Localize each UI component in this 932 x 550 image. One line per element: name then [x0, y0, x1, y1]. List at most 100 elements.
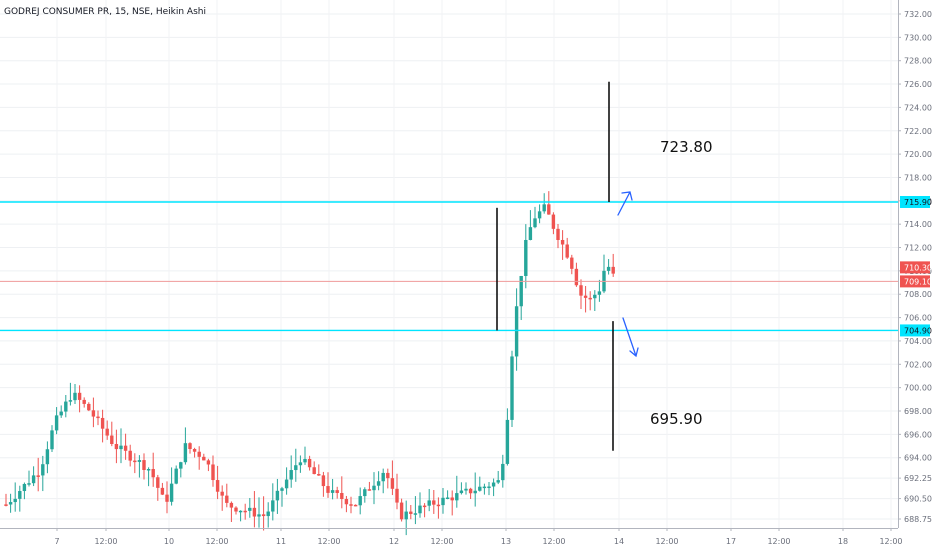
y-tick-label: 730.00 — [904, 33, 932, 42]
candle-body — [31, 475, 36, 484]
line-layer: 723.80 695.90 — [0, 81, 898, 451]
candle-body — [146, 468, 151, 471]
candle-body — [243, 510, 247, 513]
y-tick-label: 692.25 — [904, 474, 932, 483]
candle-body — [537, 211, 542, 219]
candle-body — [137, 460, 142, 462]
candle-body — [252, 507, 257, 517]
candle-body — [455, 493, 459, 501]
candle-body — [478, 486, 482, 491]
candle-body — [261, 514, 266, 517]
candle-body — [367, 489, 372, 491]
y-tick-label: 700.00 — [904, 384, 932, 393]
x-tick-label: 12:00 — [205, 537, 228, 546]
x-tick-label: 12:00 — [542, 537, 565, 546]
price-badge — [900, 261, 930, 274]
annotation-upper-target: 723.80 — [660, 138, 713, 156]
candle-body — [271, 500, 275, 512]
candle-body — [298, 462, 303, 466]
grid-layer — [0, 0, 898, 528]
level-badge — [900, 324, 930, 337]
candle-body — [188, 443, 192, 449]
candle-body — [266, 511, 270, 517]
candle-body — [386, 472, 390, 479]
candle-body — [353, 504, 358, 507]
candle-body — [119, 445, 123, 450]
candle-body — [593, 294, 597, 299]
candle-body — [340, 493, 344, 500]
candle-body — [445, 497, 450, 500]
candle-body — [487, 486, 491, 489]
candle-body — [179, 462, 183, 469]
x-tick-label: 12 — [389, 537, 399, 546]
candle-body — [128, 450, 132, 461]
candle-body — [501, 463, 505, 481]
candle-body — [496, 480, 500, 483]
candle-body — [68, 400, 73, 402]
candle-body — [335, 490, 339, 494]
candle-body — [560, 239, 565, 245]
candle-body — [579, 285, 583, 296]
candle-body — [606, 266, 611, 271]
candle-body — [473, 490, 477, 494]
candle-body — [574, 268, 579, 286]
candle-body — [192, 448, 197, 452]
y-tick-label: 728.00 — [904, 57, 932, 66]
x-tick-label: 11 — [276, 537, 286, 546]
candle-body — [105, 428, 109, 436]
candle-body — [59, 411, 63, 416]
candle-body — [326, 486, 330, 493]
candle-body — [248, 507, 252, 511]
candle-body — [459, 490, 464, 494]
x-tick-label: 12:00 — [767, 537, 790, 546]
candle-body — [275, 490, 280, 501]
candle-body — [8, 502, 13, 505]
y-tick-label: 702.00 — [904, 360, 932, 369]
candle-body — [82, 399, 86, 404]
candle-body — [565, 244, 569, 258]
candle-body — [229, 502, 234, 508]
candle-body — [169, 483, 174, 502]
price-badge-label: 709.10 — [904, 277, 932, 286]
level-badge-label: 715.90 — [904, 198, 932, 207]
candle-body — [202, 456, 206, 461]
y-tick-label: 704.00 — [904, 337, 932, 346]
x-tick-label: 12:00 — [655, 537, 678, 546]
candle-body — [73, 392, 77, 401]
y-tick-label: 688.75 — [904, 515, 932, 524]
candle-body — [183, 443, 188, 463]
y-tick-label: 708.00 — [904, 290, 932, 299]
candle-body — [422, 505, 427, 508]
candle-body — [77, 392, 82, 400]
candle-body — [13, 498, 17, 503]
level-badge — [900, 195, 930, 208]
y-tick-label: 696.00 — [904, 430, 932, 439]
candle-body — [41, 464, 45, 476]
chart-title: GODREJ CONSUMER PR, 15, NSE, Heikin Ashi — [4, 7, 206, 17]
candle-body — [96, 416, 100, 419]
candle-body — [583, 295, 588, 298]
x-tick-label: 14 — [614, 537, 624, 546]
candle-body — [211, 464, 215, 481]
level-badge-label: 704.90 — [904, 326, 932, 335]
candle-body — [570, 257, 574, 269]
candle-body — [533, 218, 537, 228]
candle-body — [110, 435, 114, 444]
candle-body — [427, 500, 431, 506]
candle-body — [307, 458, 312, 468]
y-tick-label: 718.00 — [904, 173, 932, 182]
candle-body — [468, 488, 473, 494]
candle-body — [294, 465, 298, 471]
price-badge — [900, 275, 930, 288]
candle-body — [372, 485, 376, 491]
candle-body — [165, 494, 169, 502]
candle-body — [321, 475, 326, 487]
candle-body — [91, 410, 96, 417]
candle-body — [358, 496, 362, 506]
y-tick-label: 712.00 — [904, 244, 932, 253]
x-tick-label: 12:00 — [879, 537, 902, 546]
candle-body — [519, 275, 523, 307]
candle-body — [317, 474, 321, 476]
